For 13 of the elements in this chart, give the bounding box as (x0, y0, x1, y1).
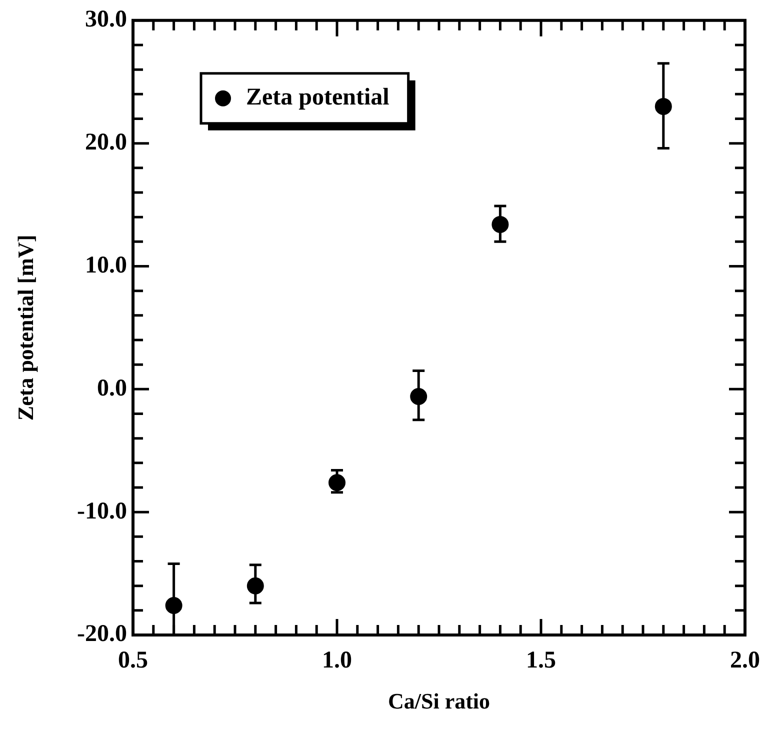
y-tick-label: -10.0 (77, 498, 127, 524)
y-tick-label: 0.0 (97, 375, 127, 402)
y-axis-title: Zeta potential [mV] (12, 234, 38, 421)
y-tick-label: -20.0 (77, 621, 127, 648)
y-tick-label: 10.0 (85, 252, 127, 278)
x-tick-label: 1.5 (526, 648, 556, 674)
x-axis-title: Ca/Si ratio (388, 688, 490, 714)
x-tick-label: 1.0 (322, 648, 352, 674)
y-tick-label: 30.0 (85, 6, 127, 33)
y-tick-label: 20.0 (85, 130, 127, 156)
x-tick-label: 2.0 (730, 648, 760, 674)
x-tick-label: 0.5 (118, 648, 148, 674)
legend-label: Zeta potential (246, 84, 390, 111)
